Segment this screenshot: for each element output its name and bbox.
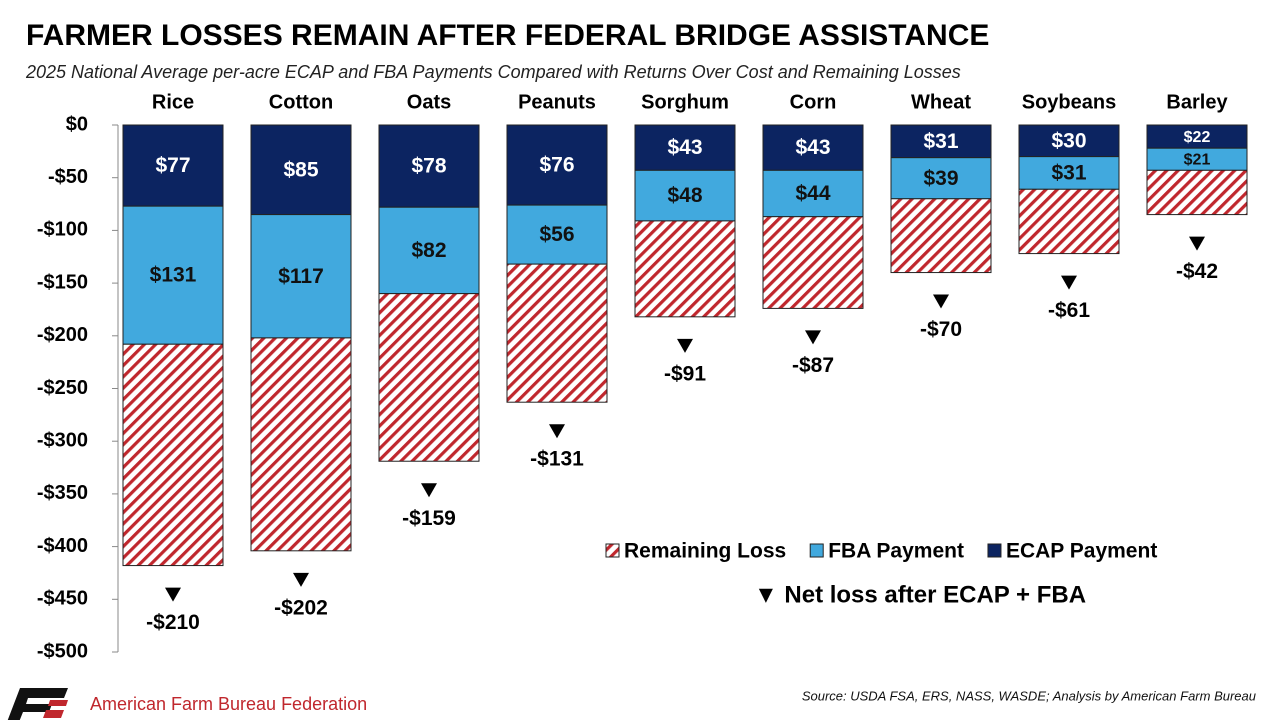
legend-label: FBA Payment: [828, 540, 964, 563]
net-loss-marker: [1061, 275, 1077, 290]
legend-swatch: [605, 543, 620, 558]
bar-segment: [122, 205, 224, 345]
data-label: $78: [411, 155, 446, 178]
net-loss-marker: [421, 483, 437, 498]
net-loss-marker: [293, 572, 309, 587]
net-loss-label: -$131: [530, 448, 584, 471]
legend-swatch: [987, 543, 1002, 558]
x-tick-label: Wheat: [911, 91, 971, 113]
x-tick-label: Soybeans: [1022, 91, 1116, 113]
data-label: $21: [1184, 151, 1211, 168]
data-label: $39: [923, 167, 958, 190]
y-tick-label: -$50: [48, 166, 88, 188]
annotation: ▼ Net loss after ECAP + FBA: [754, 581, 1086, 608]
y-tick-label: -$400: [37, 535, 88, 557]
net-loss-label: -$42: [1176, 260, 1218, 283]
legend-swatch: [809, 543, 824, 558]
organization-name: American Farm Bureau Federation: [90, 694, 367, 714]
data-label: $131: [150, 264, 197, 287]
bar-segment: [1018, 188, 1120, 255]
bar-segment: [250, 124, 352, 216]
net-loss-label: -$61: [1048, 299, 1090, 322]
legend-label: ECAP Payment: [1006, 540, 1157, 563]
bar-segment: [506, 204, 608, 265]
x-tick-label: Barley: [1166, 91, 1228, 113]
net-loss-marker: [1189, 236, 1205, 251]
y-tick-label: $0: [66, 113, 88, 135]
source-note: Source: USDA FSA, ERS, NASS, WASDE; Anal…: [802, 688, 1256, 703]
bar-segment: [762, 216, 864, 309]
net-loss-marker: [677, 338, 693, 353]
y-tick-label: -$350: [37, 482, 88, 504]
net-loss-marker: [933, 294, 949, 309]
data-label: $77: [155, 154, 190, 177]
data-label: $85: [283, 158, 318, 181]
bar-segment: [250, 337, 352, 552]
x-tick-label: Peanuts: [518, 91, 596, 113]
bar-segment: [378, 293, 480, 462]
bar-segment: [506, 263, 608, 403]
net-loss-label: -$87: [792, 354, 834, 377]
data-label: $117: [278, 265, 324, 288]
y-tick-label: -$150: [37, 271, 88, 293]
net-loss-label: -$70: [920, 318, 962, 341]
data-label: $31: [923, 130, 958, 153]
bar-segment: [506, 124, 608, 206]
x-tick-label: Oats: [407, 91, 451, 113]
net-loss-marker: [549, 424, 565, 439]
data-label: $56: [539, 223, 574, 246]
data-label: $76: [539, 154, 574, 177]
data-label: $22: [1184, 129, 1211, 146]
y-tick-label: -$500: [37, 640, 88, 662]
net-loss-marker: [165, 587, 181, 602]
chart-title: FARMER LOSSES REMAIN AFTER FEDERAL BRIDG…: [26, 19, 989, 52]
y-tick-label: -$250: [37, 377, 88, 399]
data-label: $43: [795, 136, 830, 159]
x-tick-label: Rice: [152, 91, 194, 113]
bar-segment: [1146, 169, 1248, 216]
net-loss-label: -$91: [664, 362, 706, 385]
bar-segment: [122, 124, 224, 207]
y-tick-label: -$100: [37, 219, 88, 241]
y-tick-label: -$450: [37, 588, 88, 610]
data-label: $82: [411, 239, 446, 262]
net-loss-label: -$159: [402, 507, 456, 530]
bar-segment: [762, 124, 864, 171]
net-loss-label: -$210: [146, 611, 200, 634]
x-tick-label: Cotton: [269, 91, 333, 113]
bar-segment: [250, 214, 352, 339]
net-loss-label: -$202: [274, 596, 328, 619]
bar-segment: [634, 124, 736, 171]
bar-segment: [122, 343, 224, 567]
y-tick-label: -$300: [37, 429, 88, 451]
bar-segment: [1018, 156, 1120, 190]
data-label: $30: [1051, 129, 1086, 152]
data-label: $48: [667, 184, 702, 207]
chart-subtitle: 2025 National Average per-acre ECAP and …: [25, 62, 961, 82]
data-label: $43: [667, 136, 702, 159]
data-label: $31: [1051, 162, 1086, 185]
net-loss-marker: [805, 330, 821, 345]
x-tick-label: Sorghum: [641, 91, 729, 113]
bar-segment: [762, 169, 864, 218]
logo: [7, 688, 68, 720]
bar-segment: [634, 169, 736, 222]
bar-segment: [634, 220, 736, 318]
y-tick-label: -$200: [37, 324, 88, 346]
x-tick-label: Corn: [790, 91, 837, 113]
data-label: $44: [795, 182, 830, 205]
bar-segment: [890, 198, 992, 274]
legend: Remaining Loss FBA Payment ECAP Payment: [605, 540, 1157, 563]
legend-label: Remaining Loss: [624, 540, 786, 563]
